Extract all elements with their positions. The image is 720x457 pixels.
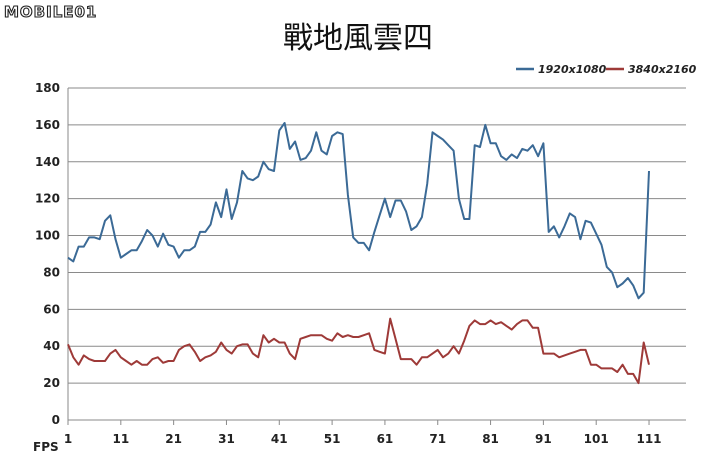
y-tick-label: 80 xyxy=(43,265,60,279)
x-tick-label: 11 xyxy=(112,432,129,446)
gridlines xyxy=(68,87,686,384)
y-axis-tick-labels: 0 20 40 60 80 100 120 140 160 180 xyxy=(35,81,60,427)
y-tick-label: 120 xyxy=(35,192,60,206)
x-axis-label: FPS xyxy=(33,440,59,454)
x-tick-label: 81 xyxy=(482,432,499,446)
legend: 1920x1080 3840x2160 xyxy=(516,63,697,76)
x-axis-tick-labels: 1 11 21 31 41 51 61 71 81 91 101 111 xyxy=(64,420,662,446)
legend-label: 1920x1080 xyxy=(538,63,607,76)
x-tick-label: 31 xyxy=(218,432,235,446)
legend-label: 3840x2160 xyxy=(628,63,697,76)
logo-text: MOBILE01 xyxy=(4,3,97,21)
x-tick-label: 91 xyxy=(535,432,552,446)
x-tick-label: 71 xyxy=(429,432,446,446)
y-tick-label: 180 xyxy=(35,81,60,95)
series-line-2 xyxy=(67,317,650,385)
y-tick-label: 60 xyxy=(43,302,60,316)
mobile01-logo: MOBILE01 xyxy=(3,2,97,21)
x-tick-label: 61 xyxy=(377,432,394,446)
y-tick-label: 0 xyxy=(52,413,60,427)
y-tick-label: 140 xyxy=(35,155,60,169)
y-tick-label: 100 xyxy=(35,229,60,243)
x-tick-label: 41 xyxy=(271,432,288,446)
y-tick-label: 20 xyxy=(43,376,60,390)
x-tick-label: 111 xyxy=(636,432,661,446)
chart-title: 戰地風雲四 xyxy=(283,21,433,56)
x-tick-label: 1 xyxy=(64,432,72,446)
series-line-1 xyxy=(67,122,650,300)
y-tick-label: 160 xyxy=(35,118,60,132)
x-tick-label: 51 xyxy=(324,432,341,446)
y-tick-label: 40 xyxy=(43,339,60,353)
axes xyxy=(67,88,686,421)
x-tick-label: 101 xyxy=(584,432,609,446)
x-tick-label: 21 xyxy=(165,432,182,446)
series-lines xyxy=(67,122,650,385)
